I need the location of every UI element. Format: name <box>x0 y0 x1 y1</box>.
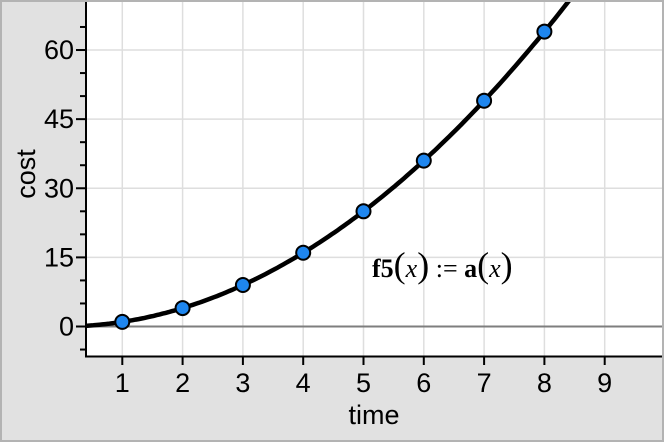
data-point[interactable] <box>174 300 191 317</box>
plot-area[interactable] <box>86 2 662 357</box>
x-tick-label: 9 <box>597 368 612 398</box>
y-tick-label: 0 <box>59 312 74 342</box>
y-tick-label: 30 <box>44 173 74 203</box>
x-tick-label: 1 <box>115 368 130 398</box>
x-tick-label: 6 <box>416 368 431 398</box>
x-axis-title: time <box>348 400 399 430</box>
data-point[interactable] <box>415 152 432 169</box>
data-point[interactable] <box>476 92 493 109</box>
data-point[interactable] <box>234 277 251 294</box>
y-tick-label: 45 <box>44 104 74 134</box>
data-point[interactable] <box>536 23 553 40</box>
y-tick-label: 15 <box>44 242 74 272</box>
x-tick-label: 2 <box>175 368 190 398</box>
data-point[interactable] <box>114 313 131 330</box>
x-tick-label: 8 <box>537 368 552 398</box>
x-tick-label: 5 <box>356 368 371 398</box>
function-definition-label[interactable]: f5(x) := a(x) <box>372 245 513 285</box>
x-tick-label: 7 <box>477 368 492 398</box>
data-point[interactable] <box>355 203 372 220</box>
y-axis-title: cost <box>11 149 41 199</box>
data-point[interactable] <box>295 244 312 261</box>
x-tick-label: 3 <box>235 368 250 398</box>
y-tick-label: 60 <box>44 35 74 65</box>
x-tick-label: 4 <box>296 368 311 398</box>
